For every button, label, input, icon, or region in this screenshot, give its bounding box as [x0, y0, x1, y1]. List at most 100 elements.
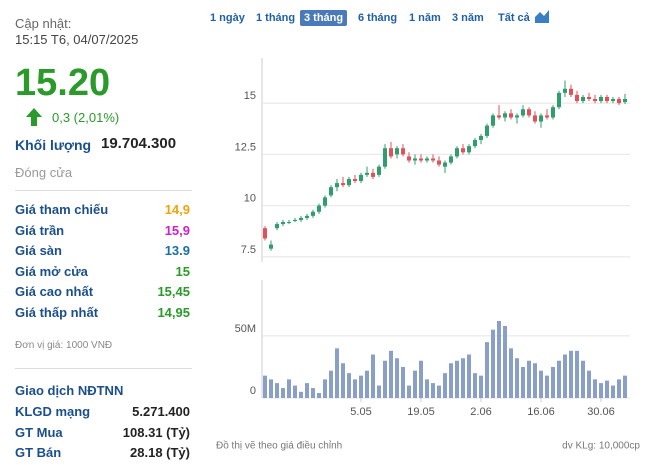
foreign-value: 5.271.400: [132, 404, 190, 419]
candle-body: [455, 148, 459, 157]
candle-body: [263, 228, 267, 239]
candle-body: [473, 140, 477, 147]
candle-body: [287, 222, 291, 224]
volume-bar: [419, 360, 423, 398]
foreign-label: KLGD mạng: [15, 404, 91, 419]
stat-row: Giá thấp nhất 14,95: [15, 305, 190, 325]
candle-body: [407, 156, 411, 161]
volume-bar: [479, 375, 483, 398]
foreign-label: GT Bán: [15, 445, 62, 460]
volume-bar: [611, 385, 615, 398]
volume-bar: [557, 360, 561, 398]
candle-body: [341, 183, 345, 186]
candle-body: [539, 115, 543, 122]
volume-bar: [443, 373, 447, 398]
candle-body: [431, 158, 435, 161]
candle-body: [563, 88, 567, 93]
stat-label: Giá sàn: [15, 243, 62, 258]
stat-label: Giá mở cửa: [15, 263, 88, 279]
candle-body: [623, 99, 627, 103]
volume-bar: [497, 320, 501, 398]
candle-body: [527, 109, 531, 116]
volume-bar: [575, 350, 579, 398]
candle-body: [281, 222, 285, 225]
up-arrow: [26, 108, 42, 126]
period[interactable]: Tất cả: [498, 12, 530, 24]
volume-bar: [521, 366, 525, 398]
y-tick-label: 12.5: [235, 141, 256, 153]
y-tick-label: 50M: [235, 323, 256, 335]
volume-bar: [509, 348, 513, 398]
candle-body: [401, 148, 405, 155]
candle-body: [593, 99, 597, 102]
candle-body: [329, 187, 333, 196]
period[interactable]: 3 tháng: [300, 10, 348, 26]
volume-bar: [263, 375, 267, 398]
volume-bar: [461, 358, 465, 398]
candle-body: [611, 99, 615, 102]
divider: [15, 368, 192, 369]
volume-bar: [353, 379, 357, 398]
candle-body: [479, 135, 483, 141]
candle-body: [425, 158, 429, 161]
volume-bar: [545, 375, 549, 398]
status: Đóng cửa: [15, 165, 73, 180]
volume-bar: [455, 360, 459, 398]
candle-body: [377, 166, 381, 175]
chart-icon[interactable]: [535, 9, 549, 23]
candle-body: [389, 148, 393, 157]
volume-bar: [581, 360, 585, 398]
candle-body: [269, 244, 273, 249]
candle-body: [509, 113, 513, 118]
volume-bar: [293, 385, 297, 398]
volume-label: Khối lượng: [15, 137, 92, 153]
volume-bar: [539, 370, 543, 398]
candle-body: [311, 211, 315, 216]
stat-value: 15: [175, 263, 190, 279]
volume-bar: [329, 370, 333, 398]
price: 15.20: [15, 62, 111, 104]
volume-bar: [287, 379, 291, 398]
stat-row: Giá trần 15,9: [15, 223, 190, 243]
volume-bar: [431, 383, 435, 398]
foreign-row: GT Mua 108.31 (Tỷ): [15, 425, 190, 445]
volume-bar: [365, 370, 369, 398]
divider: [15, 190, 192, 191]
stat-label: Giá thấp nhất: [15, 304, 99, 320]
period[interactable]: 1 năm: [409, 12, 441, 24]
volume-bar: [347, 373, 351, 398]
volume-bar: [491, 329, 495, 398]
candle-body: [551, 107, 555, 118]
candle-body: [293, 219, 297, 221]
volume-bar: [437, 385, 441, 398]
change: 0,3 (2,01%): [52, 110, 120, 125]
volume-bar: [323, 379, 327, 398]
candle-body: [503, 113, 507, 118]
volume-bar: [533, 363, 537, 398]
volume: 19.704.300: [101, 135, 177, 152]
volume-bar: [467, 354, 471, 398]
foreign-value: 28.18 (Tỷ): [130, 445, 190, 460]
period[interactable]: 6 tháng: [358, 12, 398, 24]
volume-bar: [503, 325, 507, 398]
volume-bar: [515, 358, 519, 398]
volume-bar: [281, 388, 285, 398]
candle-body: [383, 148, 387, 167]
period[interactable]: 1 tháng: [256, 12, 296, 24]
candle-body: [305, 215, 309, 218]
x-tick-label: 5.05: [350, 406, 371, 418]
volume-bar: [341, 363, 345, 398]
candle-body: [347, 178, 351, 186]
volume-bar: [413, 370, 417, 398]
volume-bar: [569, 350, 573, 398]
period[interactable]: 3 năm: [452, 12, 484, 24]
period[interactable]: 1 ngày: [210, 12, 245, 24]
volume-bar: [377, 385, 381, 398]
stat-label: Giá cao nhất: [15, 284, 94, 299]
candle-body: [419, 158, 423, 161]
candle-body: [443, 162, 447, 167]
volume-bar: [449, 363, 453, 398]
volume-bar: [605, 380, 609, 398]
volume-bar: [623, 375, 627, 398]
